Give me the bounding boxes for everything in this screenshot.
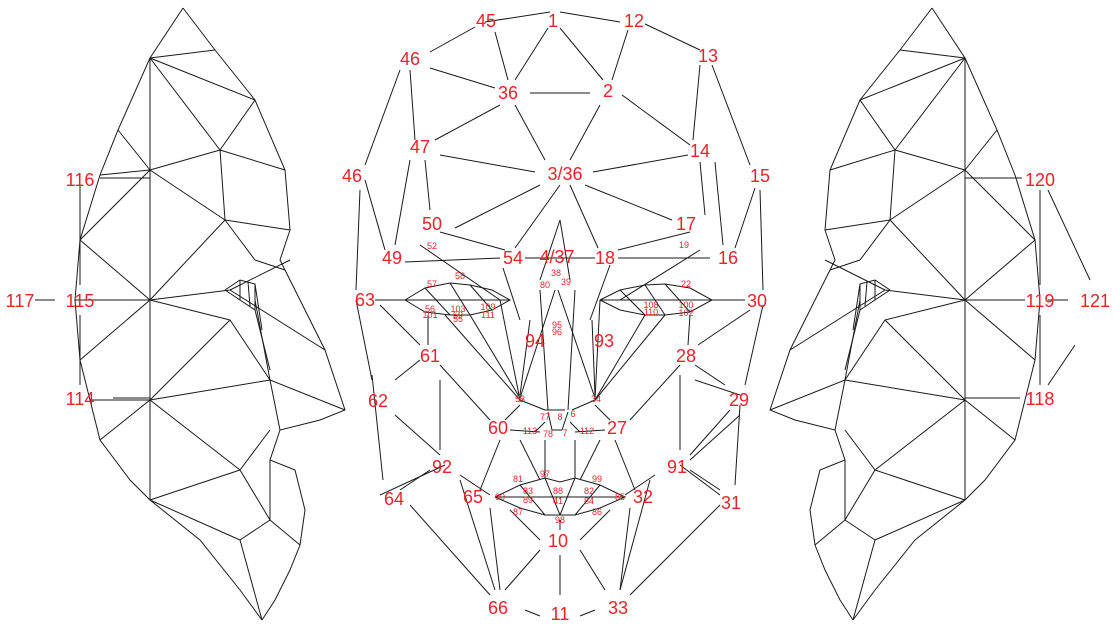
front-small-vertex-label-37: 86: [592, 507, 602, 517]
front-vertex-label-29: 92: [432, 457, 452, 477]
front-vertex-label-2: 12: [624, 11, 644, 31]
front-vertex-label-5: 36: [498, 83, 518, 103]
front-vertex-label-16: 4/37: [539, 247, 574, 267]
right-vertex-label-1: 119: [1026, 291, 1055, 311]
frontal-mesh: [355, 11, 764, 617]
front-small-vertex-label-38: 98: [555, 515, 565, 525]
front-vertex-label-14: 49: [382, 248, 402, 268]
front-small-vertex-label-20: 53: [515, 394, 525, 404]
front-vertex-label-33: 64: [384, 489, 404, 509]
front-small-vertex-label-42: 8: [557, 412, 562, 422]
front-vertex-label-20: 30: [747, 291, 767, 311]
front-small-vertex-label-21: 77: [540, 412, 550, 422]
front-small-vertex-label-11: 109: [480, 302, 495, 312]
right-profile-mesh: [769, 7, 1091, 621]
front-small-vertex-label-22: 78: [543, 429, 553, 439]
front-small-vertex-label-7: 101: [422, 310, 437, 320]
front-vertex-label-30: 91: [667, 457, 687, 477]
front-small-vertex-label-2: 57: [427, 279, 437, 289]
front-vertex-label-31: 65: [463, 487, 483, 507]
front-small-vertex-label-9: 59: [453, 310, 463, 320]
front-vertex-label-13: 17: [676, 214, 696, 234]
right-profile-labels: 120 119 121 118: [1025, 170, 1110, 409]
front-small-vertex-label-18: 95: [552, 320, 562, 330]
front-vertex-label-7: 47: [410, 137, 430, 157]
front-small-vertex-label-15: 22: [681, 279, 691, 289]
front-small-vertex-label-30: 88: [553, 486, 563, 496]
front-small-vertex-label-35: 84: [584, 496, 594, 506]
front-small-vertex-label-13: 108: [643, 300, 658, 310]
front-vertex-label-3: 46: [400, 49, 420, 69]
left-vertex-label-0: 116: [66, 170, 95, 190]
front-small-vertex-label-4: 38: [551, 268, 561, 278]
front-small-vertex-label-3: 58: [455, 271, 465, 281]
front-small-vertex-label-25: 81: [513, 474, 523, 484]
front-small-vertex-label-41: 6: [570, 409, 575, 419]
front-small-vertex-label-43: 7: [562, 428, 567, 438]
front-small-vertex-label-19: 96: [552, 327, 562, 337]
front-vertex-label-18: 16: [718, 248, 738, 268]
right-vertex-label-2: 121: [1080, 291, 1110, 311]
right-vertex-label-0: 120: [1025, 170, 1055, 190]
left-vertex-label-2: 115: [66, 291, 95, 311]
front-vertex-label-32: 32: [633, 487, 653, 507]
front-small-vertex-label-31: 82: [584, 486, 594, 496]
right-vertex-label-3: 118: [1026, 389, 1055, 409]
front-small-vertex-label-12: 111: [481, 310, 495, 320]
front-vertex-label-24: 28: [676, 346, 696, 366]
front-small-vertex-label-44: 5: [518, 394, 523, 404]
front-vertex-label-35: 10: [548, 531, 568, 551]
front-vertex-label-25: 62: [368, 391, 388, 411]
front-small-vertex-label-24: 112: [580, 426, 594, 436]
left-profile-labels: 116 117 115 114: [6, 170, 95, 409]
front-small-vertex-label-14: 110: [644, 307, 658, 317]
front-vertex-label-21: 94: [525, 331, 545, 351]
front-vertex-label-38: 33: [608, 598, 628, 618]
front-small-vertex-label-8: 103: [450, 304, 465, 314]
front-vertex-label-36: 66: [488, 598, 508, 618]
left-profile-mesh: [35, 7, 346, 621]
front-vertex-label-23: 61: [420, 346, 440, 366]
front-small-vertex-label-17: 102: [678, 308, 693, 318]
front-small-vertex-label-29: 83: [523, 486, 533, 496]
front-vertex-label-8: 14: [690, 141, 710, 161]
front-small-vertex-label-36: 87: [513, 507, 523, 517]
left-vertex-label-1: 117: [6, 291, 35, 311]
front-vertex-label-9: 46: [342, 166, 362, 186]
front-vertex-label-12: 50: [422, 214, 442, 234]
front-small-vertex-label-40: 34: [591, 394, 601, 404]
front-small-vertex-label-26: 97: [540, 469, 550, 479]
front-vertex-label-34: 31: [721, 493, 741, 513]
left-vertex-label-3: 114: [66, 389, 95, 409]
front-vertex-label-10: 3/36: [547, 164, 582, 184]
front-vertex-label-17: 18: [595, 248, 615, 268]
front-vertex-label-27: 60: [488, 418, 508, 438]
front-vertex-label-22: 93: [594, 331, 614, 351]
front-small-vertex-label-1: 19: [679, 240, 689, 250]
front-vertex-label-15: 54: [503, 248, 523, 268]
front-vertex-label-19: 63: [355, 290, 375, 310]
front-vertex-label-37: 11: [551, 604, 570, 624]
front-vertex-label-0: 45: [476, 11, 496, 31]
front-vertex-label-11: 15: [750, 166, 770, 186]
front-vertex-label-28: 27: [607, 418, 627, 438]
front-small-vertex-label-32: 85: [615, 492, 625, 502]
front-vertex-label-6: 2: [603, 81, 613, 101]
front-vertex-label-4: 13: [698, 46, 718, 66]
front-small-vertex-label-16: 100: [678, 300, 693, 310]
front-small-vertex-label-27: 99: [592, 474, 602, 484]
front-small-vertex-label-0: 52: [427, 241, 437, 251]
front-vertex-label-1: 1: [548, 11, 558, 31]
front-small-vertex-label-39: 80: [540, 280, 550, 290]
front-small-vertex-label-10: 55: [453, 314, 463, 324]
front-small-vertex-label-28: 90: [495, 492, 505, 502]
front-small-vertex-label-6: 56: [425, 304, 435, 314]
front-small-vertex-label-34: 41: [553, 496, 563, 506]
front-vertex-label-26: 29: [729, 390, 749, 410]
front-small-vertex-label-5: 39: [561, 277, 571, 287]
front-small-vertex-label-23: 113: [523, 426, 537, 436]
front-small-vertex-label-33: 89: [523, 495, 533, 505]
